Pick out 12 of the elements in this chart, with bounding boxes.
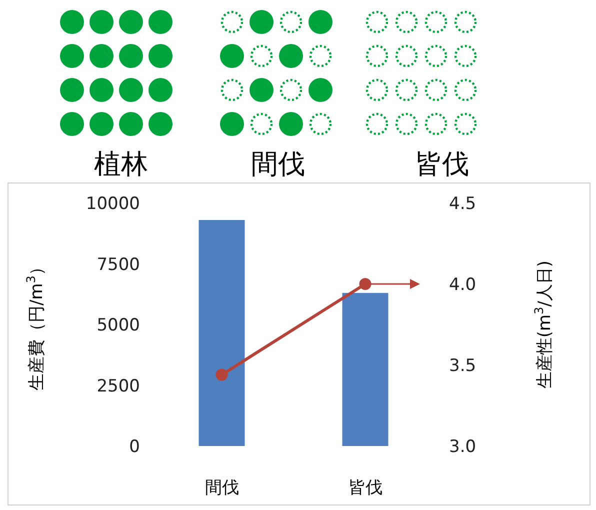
text: 皆伐 <box>415 149 469 180</box>
text: 植林 <box>94 149 148 180</box>
y2-tick-label: 3.5 <box>449 356 476 376</box>
y2-tick-label: 4.5 <box>449 194 476 214</box>
y-tick-label: 7500 <box>96 254 140 275</box>
y-tick-label: 10000 <box>86 194 140 214</box>
y-tick-label: 0 <box>129 437 140 457</box>
y2-tick-label: 4.0 <box>449 275 476 295</box>
y2-tick-label: 3.0 <box>449 437 476 457</box>
y-tick-label: 2500 <box>96 376 140 396</box>
text: 間伐 <box>251 149 305 180</box>
y-tick-label: 5000 <box>96 316 140 336</box>
